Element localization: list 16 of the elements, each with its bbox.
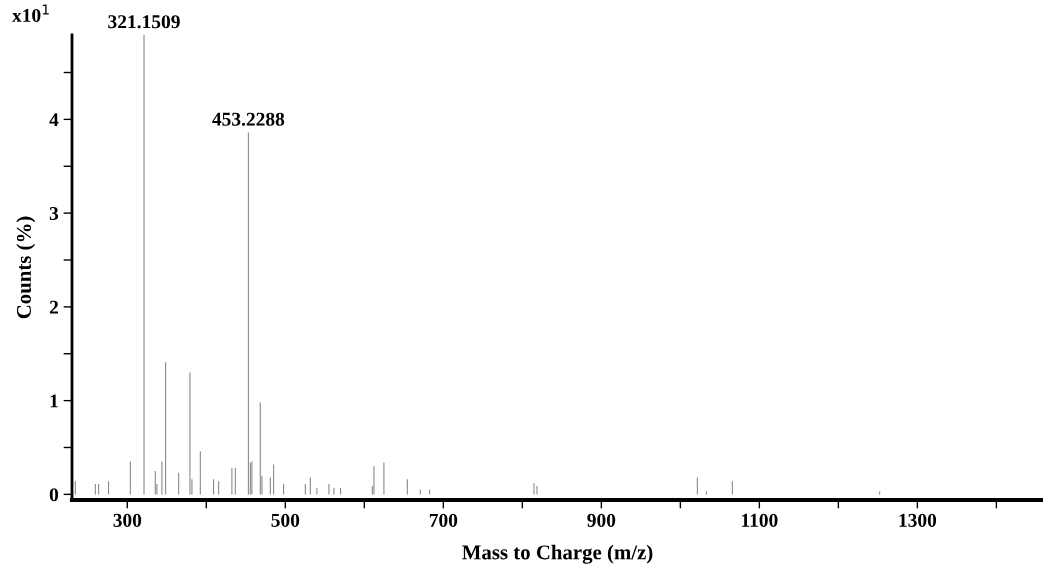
x-tick-label: 1100 (742, 513, 778, 527)
y-tick-label: 2 (49, 300, 58, 314)
x-tick-label: 500 (271, 513, 300, 527)
text: x10$^{1}$ (12, 4, 49, 23)
y-tick-label: 0 (49, 488, 59, 502)
y-tick-label: 3 (49, 207, 59, 221)
annotation: 321.1509 (108, 15, 180, 29)
x-axis-title: Mass to Charge (m/z) (462, 544, 653, 564)
annotation: 453.2288 (212, 112, 285, 126)
x-tick-label: 1300 (899, 513, 937, 527)
y-tick-label: 1 (50, 394, 58, 408)
y-axis-title: Counts (%) (16, 216, 36, 319)
y-tick-label: 4 (49, 113, 59, 127)
x-tick-label: 300 (113, 513, 142, 527)
x-tick-label: 700 (429, 513, 458, 527)
x-tick-label: 900 (587, 513, 616, 527)
